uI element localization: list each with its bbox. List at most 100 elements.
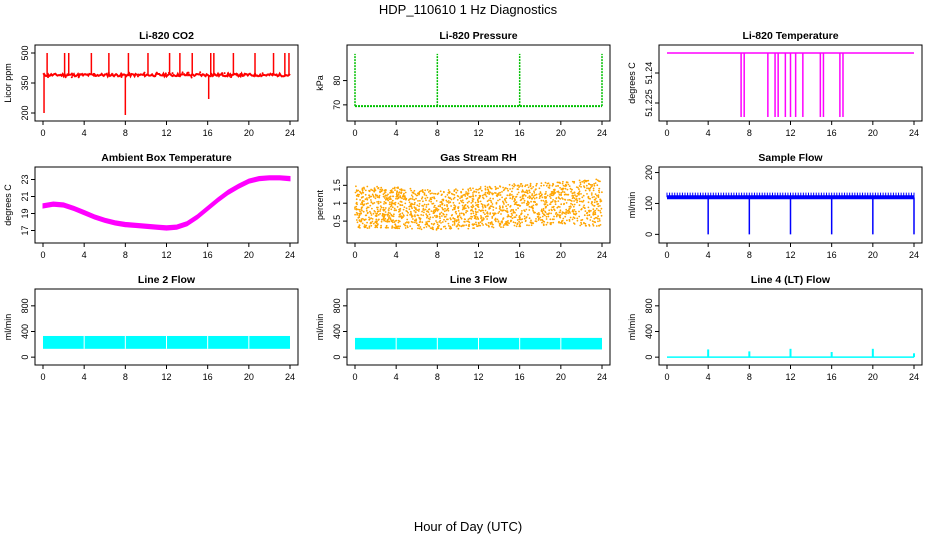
rh-point <box>536 216 539 218</box>
rh-point <box>418 221 421 224</box>
rh-point <box>439 205 442 208</box>
rh-point <box>415 222 418 225</box>
rh-point <box>531 197 533 200</box>
co2-point <box>199 71 202 74</box>
rh-point <box>571 192 574 195</box>
rh-point <box>591 184 594 186</box>
rh-point <box>502 201 505 204</box>
rh-point <box>466 210 469 213</box>
rh-point <box>355 198 358 201</box>
rh-point <box>558 191 560 194</box>
rh-point <box>467 188 470 191</box>
rh-point <box>511 190 513 193</box>
rh-point <box>501 191 503 193</box>
x-tick-label: 20 <box>556 372 566 382</box>
rh-point <box>409 205 412 208</box>
rh-point <box>556 181 559 184</box>
rh-point <box>578 197 581 200</box>
rh-point <box>575 195 578 198</box>
rh-point <box>578 204 581 207</box>
co2-point <box>111 73 114 76</box>
rh-point <box>591 220 594 223</box>
rh-point <box>593 217 596 220</box>
rh-point <box>485 224 488 226</box>
rh-point <box>482 224 484 226</box>
rh-point <box>490 221 493 223</box>
x-tick-label: 8 <box>747 372 752 382</box>
rh-point <box>443 204 446 207</box>
rh-point <box>388 215 391 217</box>
rh-point <box>443 191 445 194</box>
rh-point <box>370 199 372 201</box>
rh-point <box>385 226 388 229</box>
rh-point <box>409 210 412 213</box>
rh-point <box>526 224 528 227</box>
y-axis-label: percent <box>315 189 325 220</box>
rh-point <box>392 191 394 194</box>
rh-point <box>405 207 408 210</box>
rh-point <box>362 196 364 198</box>
rh-point <box>565 208 568 211</box>
rh-point <box>472 187 474 190</box>
x-tick-label: 16 <box>515 372 525 382</box>
rh-point <box>390 208 393 211</box>
rh-point <box>462 201 465 204</box>
co2-point <box>236 74 239 77</box>
y-axis-label: degrees C <box>627 62 637 104</box>
rh-point <box>375 215 378 218</box>
rh-point <box>417 224 420 227</box>
rh-point <box>530 206 533 209</box>
rh-point <box>573 200 575 202</box>
rh-point <box>535 220 538 223</box>
rh-point <box>549 203 552 206</box>
rh-point <box>403 223 405 226</box>
rh-point <box>369 212 372 215</box>
rh-point <box>414 215 416 218</box>
rh-point <box>521 191 523 193</box>
rh-point <box>561 197 563 199</box>
rh-point <box>417 227 419 230</box>
rh-point <box>564 215 567 218</box>
rh-point <box>471 204 474 207</box>
rh-point <box>381 218 383 221</box>
rh-point <box>474 216 477 219</box>
rh-point <box>565 181 568 184</box>
x-tick-label: 16 <box>515 250 525 260</box>
rh-point <box>514 211 516 214</box>
rh-point <box>366 212 369 215</box>
rh-point <box>427 208 430 211</box>
rh-point <box>528 189 531 192</box>
co2-point <box>64 76 67 79</box>
rh-point <box>456 225 459 227</box>
rh-point <box>563 193 566 196</box>
x-tick-label: 4 <box>706 128 711 138</box>
rh-point <box>369 204 372 207</box>
x-tick-label: 0 <box>352 250 357 260</box>
rh-point <box>594 213 597 216</box>
rh-point <box>595 200 598 203</box>
rh-point <box>509 197 512 200</box>
x-tick-label: 4 <box>394 372 399 382</box>
rh-point <box>511 198 514 200</box>
rh-point <box>387 226 389 229</box>
x-tick-label: 0 <box>352 372 357 382</box>
rh-point <box>577 186 579 189</box>
rh-point <box>407 221 410 224</box>
rh-point <box>428 220 431 223</box>
rh-point <box>440 211 443 214</box>
y-tick-label: 400 <box>644 324 654 339</box>
rh-point <box>518 205 521 207</box>
rh-point <box>496 218 499 221</box>
rh-point <box>585 224 587 227</box>
plot-frame <box>34 44 299 122</box>
rh-point <box>548 209 551 212</box>
rh-point <box>482 196 484 199</box>
rh-point <box>463 193 466 196</box>
rh-point <box>433 196 435 199</box>
rh-point <box>541 212 544 215</box>
rh-point <box>360 192 363 195</box>
rh-point <box>582 194 585 197</box>
rh-point <box>435 229 438 231</box>
rh-point <box>467 220 470 223</box>
rh-point <box>458 221 460 224</box>
